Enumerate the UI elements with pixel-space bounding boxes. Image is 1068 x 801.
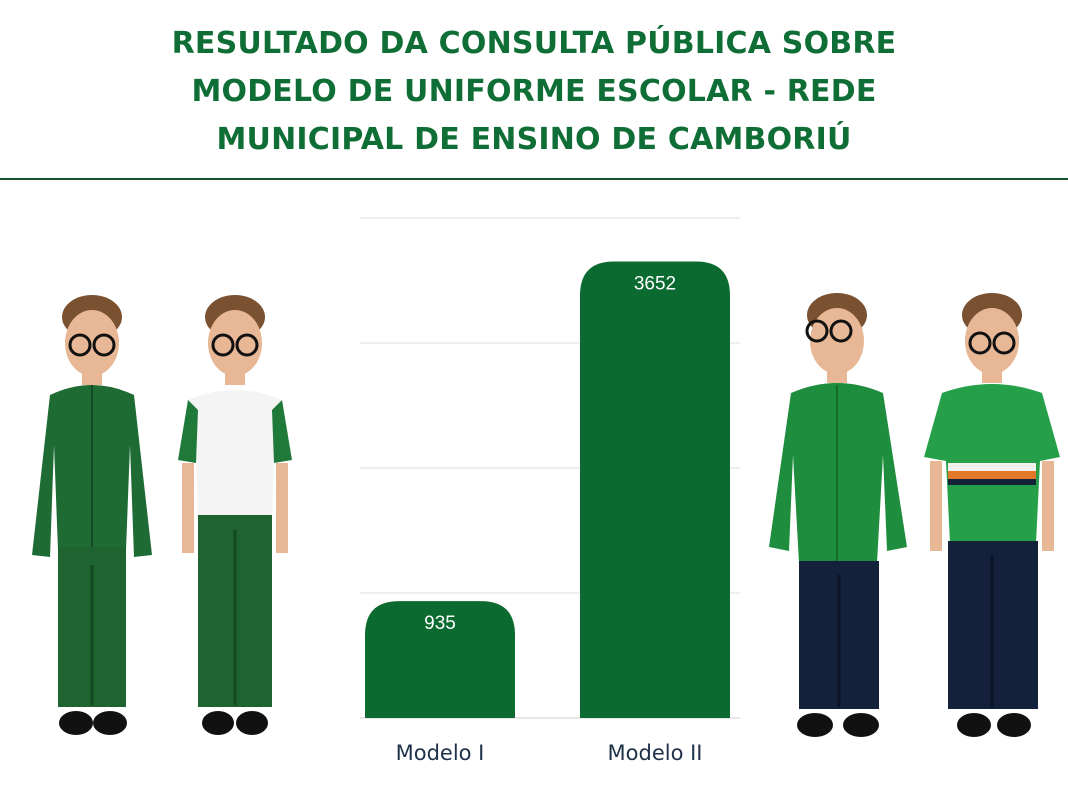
category-label-1: Modelo I bbox=[396, 741, 485, 765]
title-line-2: MODELO DE UNIFORME ESCOLAR - REDE bbox=[191, 74, 877, 109]
chart-svg: 935 Modelo I 3652 Modelo II bbox=[360, 217, 740, 765]
title-divider bbox=[0, 178, 1068, 180]
bar-2 bbox=[580, 261, 730, 718]
category-label-2: Modelo II bbox=[608, 741, 703, 765]
bar-value-label-1: 935 bbox=[424, 613, 456, 634]
bar-chart: 935 Modelo I 3652 Modelo II bbox=[340, 210, 760, 770]
bar-1 bbox=[365, 601, 515, 718]
uniform-model-1-jacket-photo bbox=[32, 295, 152, 735]
uniform-model-2-jacket-photo bbox=[769, 293, 907, 737]
bar-value-label-2: 3652 bbox=[634, 274, 676, 295]
uniform-model-2-tshirt-photo bbox=[924, 293, 1060, 737]
title-line-1: RESULTADO DA CONSULTA PÚBLICA SOBRE bbox=[171, 26, 897, 61]
title-line-3: MUNICIPAL DE ENSINO DE CAMBORIÚ bbox=[216, 122, 852, 157]
page-title: RESULTADO DA CONSULTA PÚBLICA SOBRE MODE… bbox=[0, 20, 1068, 164]
uniform-model-1-tshirt-photo bbox=[178, 295, 292, 735]
